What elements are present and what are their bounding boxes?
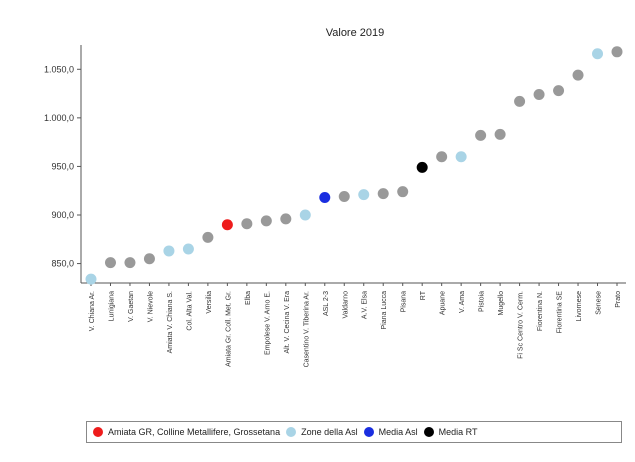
y-tick-label: 850,0 (51, 259, 74, 269)
data-point (85, 273, 97, 285)
x-tick-label: V. Gaetan (128, 291, 135, 322)
data-point (280, 213, 292, 225)
data-point (533, 89, 545, 101)
legend-item-highlight: Amiata GR, Colline Metallifere, Grosseta… (93, 427, 280, 437)
x-axis-labels: V. Chiana Ar. Lunigiana V. Gaetan V. Nievol… (89, 283, 622, 367)
data-points (85, 46, 623, 285)
x-tick-label: V. Chiana Ar. (89, 291, 96, 331)
data-point (358, 189, 370, 201)
x-tick-label: Prato (615, 291, 622, 308)
x-tick-label: V. Nievole (147, 291, 154, 322)
data-point (124, 257, 136, 269)
data-point (182, 243, 194, 255)
legend-label: Amiata GR, Colline Metallifere, Grosseta… (108, 427, 281, 437)
x-tick-label: Amiata Gr. Coll. Met. Gr. (225, 291, 232, 367)
x-tick-label: Lunigiana (108, 291, 115, 321)
data-point (397, 186, 409, 198)
data-point (221, 219, 233, 231)
x-tick-label: Elba (245, 291, 252, 305)
x-tick-label: Fiorentina SE (557, 291, 564, 334)
data-point (514, 95, 526, 107)
x-tick-label: ASL 2-3 (323, 291, 330, 316)
legend-swatch-red (93, 427, 103, 437)
legend-swatch-blue (363, 427, 374, 437)
x-tick-label: Mugello (498, 291, 505, 316)
data-point (202, 231, 214, 243)
data-point (104, 257, 116, 269)
x-tick-label: V. Ama (459, 291, 466, 313)
x-tick-label: Fi Sc Centro V. Cerm. (518, 291, 525, 359)
data-point (241, 218, 253, 230)
y-axis-ticks: 850,0 900,0 950,0 1.000,0 1.050,0 (44, 64, 81, 269)
data-point (553, 85, 565, 97)
x-tick-label: Valdarno (342, 291, 349, 319)
legend-label: Media RT (438, 427, 478, 437)
legend-item-zone: Zone della Asl (286, 427, 358, 437)
data-point (494, 128, 506, 140)
data-point (319, 192, 331, 204)
data-point (163, 245, 175, 257)
x-tick-label: Empolese V. Arno E. (264, 291, 271, 355)
data-point (592, 48, 604, 60)
data-point (475, 129, 487, 141)
x-tick-label: Livornese (576, 291, 583, 321)
y-tick-label: 1.000,0 (44, 113, 74, 123)
chart-title: Valore 2019 (326, 27, 385, 39)
data-point (260, 215, 272, 227)
x-tick-label: Col. Alta Val. (186, 291, 193, 331)
data-point (611, 46, 623, 58)
y-tick-label: 900,0 (51, 210, 74, 220)
x-tick-label: Pisana (401, 291, 408, 313)
data-point (416, 161, 428, 173)
x-tick-label: Apuane (440, 291, 447, 315)
chart-legend: Amiata GR, Colline Metallifere, Grosseta… (86, 421, 622, 443)
data-point (143, 253, 155, 265)
data-point (338, 191, 350, 203)
x-tick-label: RT (420, 290, 427, 300)
data-point (377, 188, 389, 200)
x-tick-label: Piana Lucca (381, 291, 388, 330)
x-tick-label: Amiata V. Chiana S. (167, 291, 174, 353)
x-tick-label: Versilia (206, 291, 213, 314)
data-point (455, 151, 467, 163)
x-tick-label: Fiorentina N. (537, 291, 544, 331)
data-point (572, 69, 584, 81)
legend-label: Media Asl (378, 427, 418, 437)
data-point (299, 209, 311, 221)
x-tick-label: Senese (596, 291, 603, 315)
x-tick-label: Pistoia (479, 291, 486, 312)
x-tick-label: A.V. Elsa (362, 291, 369, 319)
x-tick-label: Casentino V. Tiberina Ar. (303, 291, 310, 367)
data-point (436, 151, 448, 163)
y-tick-label: 950,0 (51, 161, 74, 171)
legend-label: Zone della Asl (301, 427, 358, 437)
x-tick-label: Alt. V. Cecina V. Era (284, 291, 291, 354)
legend-swatch-black (423, 427, 434, 437)
legend-item-media-asl: Media Asl (363, 427, 418, 437)
chart-axes (80, 45, 626, 284)
legend-swatch-lightblue (286, 427, 297, 437)
legend-item-media-rt: Media RT (423, 427, 478, 437)
y-tick-label: 1.050,0 (44, 64, 74, 74)
